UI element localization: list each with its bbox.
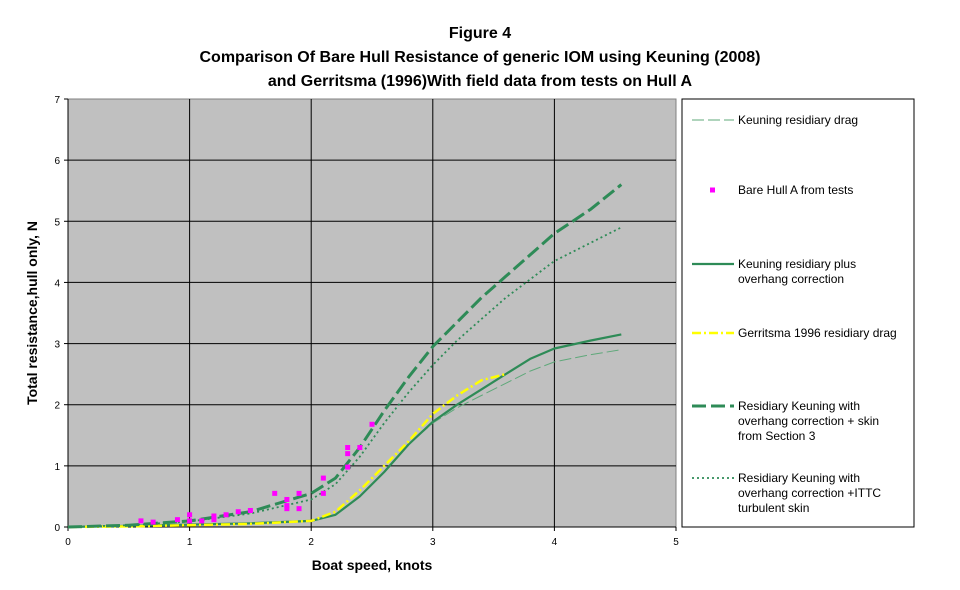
data-point-bare-hull-a — [369, 421, 375, 427]
legend-swatch — [710, 187, 715, 193]
data-point-bare-hull-a — [235, 509, 241, 515]
y-tick-label: 2 — [54, 401, 60, 412]
legend-box — [681, 98, 915, 528]
x-tick-label: 5 — [673, 537, 679, 548]
data-point-bare-hull-a — [211, 517, 217, 523]
data-point-bare-hull-a — [284, 506, 290, 512]
y-tick-label: 0 — [54, 523, 60, 534]
data-point-bare-hull-a — [296, 506, 302, 512]
data-point-bare-hull-a — [345, 445, 351, 451]
data-point-bare-hull-a — [357, 445, 363, 451]
series-layer — [67, 183, 623, 529]
series-line-5 — [67, 226, 622, 528]
data-point-bare-hull-a — [150, 519, 156, 525]
y-tick-label: 7 — [54, 95, 60, 106]
data-point-bare-hull-a — [320, 475, 326, 481]
legend: Keuning residiary drag Bare Hull A from t… — [692, 113, 897, 515]
legend-label: Bare Hull A from tests — [738, 183, 853, 197]
title-line-3: and Gerritsma (1996)With field data from… — [268, 73, 693, 90]
data-point-bare-hull-a — [272, 490, 278, 496]
x-axis-title: Boat speed, knots — [312, 557, 433, 573]
legend-label: from Section 3 — [738, 429, 816, 443]
legend-label: Gerritsma 1996 residiary drag — [738, 326, 897, 340]
legend-label: overhang correction +ITTC — [738, 486, 881, 500]
x-tick-label: 0 — [65, 537, 71, 548]
data-point-bare-hull-a — [284, 496, 290, 502]
data-point-bare-hull-a — [345, 451, 351, 457]
y-tick-label: 6 — [54, 156, 60, 167]
data-point-bare-hull-a — [199, 518, 205, 524]
legend-label: overhang correction + skin — [738, 414, 879, 428]
data-point-bare-hull-a — [174, 517, 180, 523]
data-point-bare-hull-a — [187, 512, 193, 518]
title-line-2: Comparison Of Bare Hull Resistance of ge… — [200, 49, 761, 66]
legend-label: Residiary Keuning with — [738, 399, 860, 413]
series-line-3 — [67, 372, 507, 529]
data-point-bare-hull-a — [247, 507, 253, 513]
data-point-bare-hull-a — [211, 513, 217, 519]
data-point-bare-hull-a — [284, 503, 290, 509]
axes: 0 1 2 3 4 5 0 1 2 3 4 5 6 7 — [54, 95, 679, 548]
legend-label: Keuning residiary drag — [738, 113, 858, 127]
y-tick-label: 1 — [54, 462, 60, 473]
data-point-bare-hull-a — [138, 518, 144, 524]
grid — [68, 99, 676, 527]
x-tick-label: 3 — [430, 537, 436, 548]
data-point-bare-hull-a — [345, 464, 351, 470]
y-tick-label: 3 — [54, 340, 60, 351]
legend-label: Keuning residiary plus — [738, 257, 856, 271]
data-point-bare-hull-a — [296, 490, 302, 496]
series-line-2 — [67, 333, 622, 529]
legend-label: overhang correction — [738, 272, 844, 286]
y-axis-title: Total resistance,hull only, N — [24, 221, 40, 405]
legend-label: turbulent skin — [738, 501, 809, 515]
data-point-bare-hull-a — [187, 518, 193, 524]
x-tick-label: 4 — [552, 537, 558, 548]
data-point-bare-hull-a — [320, 490, 326, 496]
x-tick-label: 2 — [308, 537, 314, 548]
series-line-4 — [67, 183, 623, 529]
x-tick-label: 1 — [187, 537, 193, 548]
chart-title: Figure 4 Comparison Of Bare Hull Resista… — [200, 25, 761, 90]
title-line-1: Figure 4 — [449, 25, 511, 42]
data-point-bare-hull-a — [223, 512, 229, 518]
y-tick-label: 4 — [54, 278, 60, 289]
y-tick-label: 5 — [54, 217, 60, 228]
legend-label: Residiary Keuning with — [738, 471, 860, 485]
plot-area — [67, 98, 677, 528]
